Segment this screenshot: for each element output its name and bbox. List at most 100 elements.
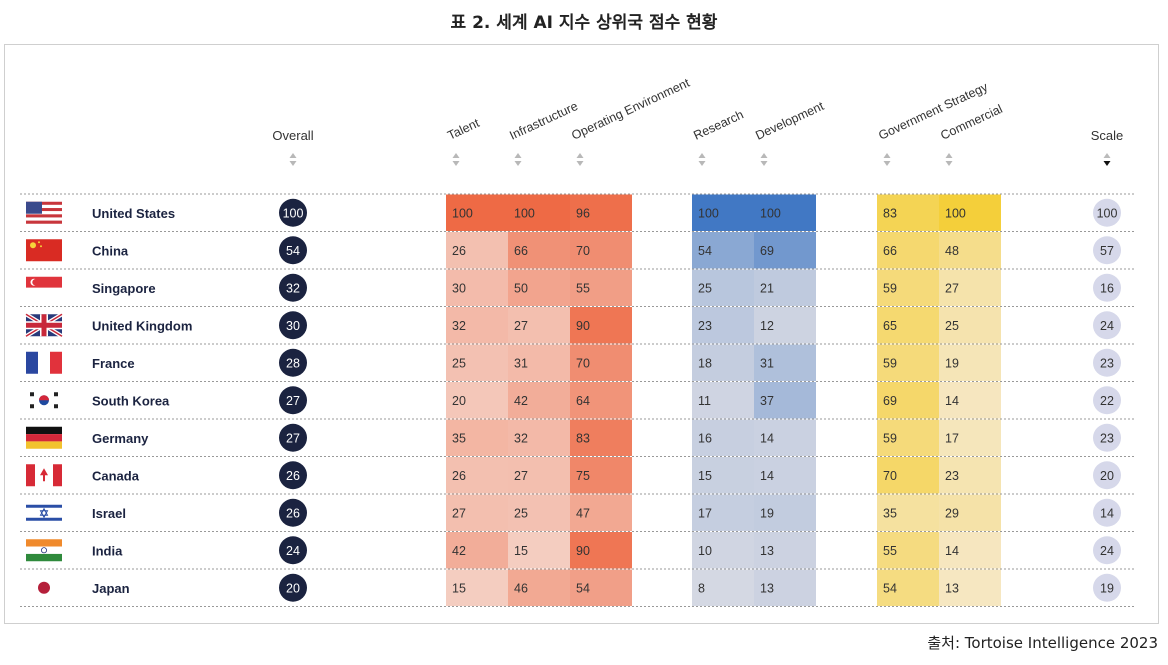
cell-development: [754, 457, 816, 494]
sg-flag-icon: [26, 276, 62, 299]
value-talent: 42: [452, 544, 466, 558]
value-research: 17: [698, 506, 712, 520]
scale-badge: [1093, 198, 1121, 227]
overall-value: 27: [286, 394, 300, 408]
in-flag-icon: [26, 539, 62, 562]
scale-value: 20: [1100, 469, 1114, 483]
country-name: Canada: [92, 468, 140, 483]
country-name: South Korea: [92, 393, 170, 408]
cell-commercial: [939, 419, 1001, 456]
overall-badge: [279, 536, 307, 565]
cell-infrastructure: [508, 494, 570, 531]
cell-talent: [446, 382, 508, 419]
overall-value: 20: [286, 581, 300, 595]
sort-up-icon[interactable]: [1103, 153, 1111, 158]
sort-up-icon[interactable]: [698, 153, 706, 158]
sort-up-icon[interactable]: [289, 153, 297, 158]
sort-down-icon[interactable]: [289, 161, 297, 166]
scale-value: 24: [1100, 544, 1114, 558]
de-flag-icon: [26, 426, 62, 449]
cell-government_strategy: [877, 457, 939, 494]
scale-badge: [1093, 573, 1121, 602]
value-infrastructure: 50: [514, 281, 528, 295]
sort-down-icon[interactable]: [698, 161, 706, 166]
value-operating_environment: 96: [576, 206, 590, 220]
table-row: Singapore 32 30 50 55 25 21 59 27 16: [26, 269, 1121, 306]
sort-down-icon[interactable]: [1103, 161, 1111, 166]
sort-up-icon[interactable]: [452, 153, 460, 158]
cell-operating_environment: [570, 344, 632, 381]
cell-government_strategy: [877, 307, 939, 344]
sort-up-icon[interactable]: [576, 153, 584, 158]
table-row: France 28 25 31 70 18 31 59 19 23: [26, 344, 1121, 381]
cell-development: [754, 382, 816, 419]
sort-down-icon[interactable]: [945, 161, 953, 166]
value-talent: 25: [452, 356, 466, 370]
value-infrastructure: 27: [514, 319, 528, 333]
value-research: 10: [698, 544, 712, 558]
cell-talent: [446, 344, 508, 381]
value-talent: 26: [452, 469, 466, 483]
scale-badge: [1093, 461, 1121, 490]
cell-infrastructure: [508, 382, 570, 419]
column-header-government_strategy: Government Strategy: [876, 80, 990, 143]
value-development: 14: [760, 431, 774, 445]
sort-down-icon[interactable]: [760, 161, 768, 166]
cell-research: [692, 269, 754, 306]
cell-infrastructure: [508, 457, 570, 494]
cell-government_strategy: [877, 382, 939, 419]
value-commercial: 14: [945, 544, 959, 558]
cell-infrastructure: [508, 419, 570, 456]
cn-flag-icon: [26, 239, 62, 262]
value-infrastructure: 42: [514, 394, 528, 408]
value-government_strategy: 59: [883, 281, 897, 295]
page-title: 표 2. 세계 AI 지수 상위국 점수 현황: [450, 13, 718, 33]
jp-flag-icon: [26, 576, 62, 599]
overall-badge: [279, 386, 307, 415]
cell-government_strategy: [877, 494, 939, 531]
cell-research: [692, 532, 754, 569]
overall-value: 24: [286, 544, 300, 558]
sort-up-icon[interactable]: [883, 153, 891, 158]
value-talent: 100: [452, 206, 473, 220]
sort-up-icon[interactable]: [514, 153, 522, 158]
overall-value: 32: [286, 281, 300, 295]
cell-talent: [446, 494, 508, 531]
sort-up-icon[interactable]: [760, 153, 768, 158]
value-infrastructure: 25: [514, 506, 528, 520]
country-name: United Kingdom: [92, 318, 192, 333]
sort-down-icon[interactable]: [576, 161, 584, 166]
value-development: 12: [760, 319, 774, 333]
cell-development: [754, 494, 816, 531]
value-operating_environment: 83: [576, 431, 590, 445]
cell-infrastructure: [508, 307, 570, 344]
cell-operating_environment: [570, 382, 632, 419]
cell-talent: [446, 532, 508, 569]
value-research: 25: [698, 281, 712, 295]
column-header-infrastructure: Infrastructure: [507, 99, 580, 143]
value-development: 14: [760, 469, 774, 483]
sort-up-icon[interactable]: [945, 153, 953, 158]
value-talent: 30: [452, 281, 466, 295]
value-operating_environment: 75: [576, 469, 590, 483]
cell-operating_environment: [570, 194, 632, 231]
sort-down-icon[interactable]: [883, 161, 891, 166]
value-commercial: 27: [945, 281, 959, 295]
cell-government_strategy: [877, 194, 939, 231]
value-development: 31: [760, 356, 774, 370]
value-talent: 15: [452, 581, 466, 595]
overall-badge: [279, 423, 307, 452]
scale-value: 24: [1100, 319, 1114, 333]
cell-commercial: [939, 269, 1001, 306]
cell-government_strategy: [877, 232, 939, 269]
scale-badge: [1093, 536, 1121, 565]
cell-infrastructure: [508, 232, 570, 269]
cell-talent: [446, 269, 508, 306]
value-operating_environment: 55: [576, 281, 590, 295]
sort-down-icon[interactable]: [452, 161, 460, 166]
sort-down-icon[interactable]: [514, 161, 522, 166]
cell-commercial: [939, 232, 1001, 269]
value-operating_environment: 90: [576, 319, 590, 333]
value-research: 100: [698, 206, 719, 220]
